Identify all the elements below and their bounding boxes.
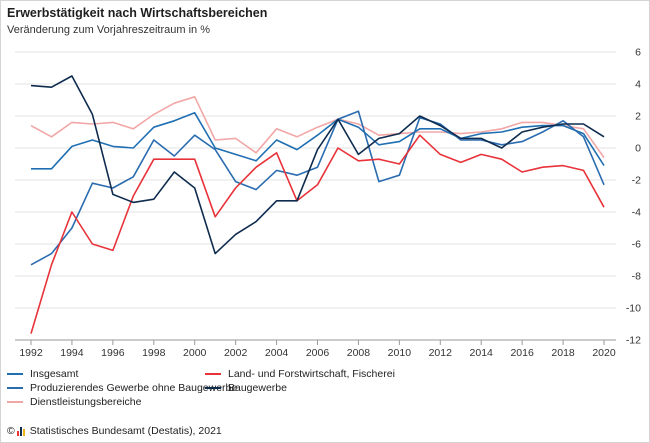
x-tick-label: 2006 (306, 347, 330, 359)
x-tick-label: 1992 (19, 347, 43, 359)
legend-swatch-icon (7, 373, 23, 375)
legend-swatch-icon (205, 373, 221, 375)
legend-item-insgesamt: Insgesamt (7, 368, 78, 380)
y-tick-label: -6 (632, 239, 641, 251)
series-line-dienstleistungsbereiche (30, 96, 605, 159)
y-tick-label: -10 (626, 303, 641, 315)
x-tick-label: 1994 (60, 347, 84, 359)
legend-swatch-icon (7, 387, 23, 389)
series-line-baugewerbe (30, 75, 605, 255)
x-tick-label: 1998 (142, 347, 166, 359)
y-tick-label: -12 (626, 335, 641, 347)
chart-title: Erwerbstätigkeit nach Wirtschaftsbereich… (7, 6, 268, 20)
legend-item-landwirtschaft: Land- und Forstwirtschaft, Fischerei (205, 368, 395, 380)
legend-item-dienstleistungsbereiche: Dienstleistungsbereiche (7, 396, 141, 408)
legend-label: Dienstleistungsbereiche (30, 396, 142, 408)
legend-item-produzierendes-gewerbe: Produzierendes Gewerbe ohne Baugewerbe (7, 382, 237, 394)
source-text: Statistisches Bundesamt (Destatis), 2021 (29, 425, 222, 437)
y-tick-label: 0 (635, 143, 641, 155)
legend-item-baugewerbe: Baugewerbe (205, 382, 287, 394)
series-line-insgesamt (31, 112, 605, 170)
y-tick-label: 4 (635, 79, 641, 91)
x-tick-label: 2002 (224, 347, 248, 359)
legend-label: Produzierendes Gewerbe ohne Baugewerbe (30, 382, 238, 394)
y-tick-label: -4 (632, 207, 641, 219)
x-tick-label: 2018 (551, 347, 575, 359)
x-tick-label: 1996 (101, 347, 125, 359)
chart-subtitle: Veränderung zum Vorjahreszeitraum in % (7, 24, 210, 36)
x-tick-label: 2004 (265, 347, 289, 359)
source-line: © Statistisches Bundesamt (Destatis), 20… (7, 425, 222, 437)
destatis-logo-icon (16, 426, 26, 436)
y-tick-label: 6 (635, 47, 641, 59)
legend-swatch-icon (205, 387, 221, 389)
x-tick-label: 2014 (470, 347, 494, 359)
series-line-land-und-forstwirtschaft-fischerei (30, 134, 605, 334)
series-line-produzierendes-gewerbe-ohne-baugewerbe (30, 110, 605, 266)
legend-label: Baugewerbe (228, 382, 287, 394)
x-tick-label: 2008 (347, 347, 371, 359)
y-tick-label: -2 (632, 175, 641, 187)
legend-label: Insgesamt (30, 368, 79, 380)
x-tick-label: 2020 (592, 347, 616, 359)
y-tick-label: 2 (635, 111, 641, 123)
legend-label: Land- und Forstwirtschaft, Fischerei (228, 368, 395, 380)
x-tick-label: 2000 (183, 347, 207, 359)
copyright-symbol: © (7, 425, 15, 437)
x-tick-label: 2016 (510, 347, 534, 359)
y-tick-label: -8 (632, 271, 641, 283)
x-tick-label: 2012 (429, 347, 453, 359)
legend-swatch-icon (7, 401, 23, 403)
x-tick-label: 2010 (388, 347, 412, 359)
